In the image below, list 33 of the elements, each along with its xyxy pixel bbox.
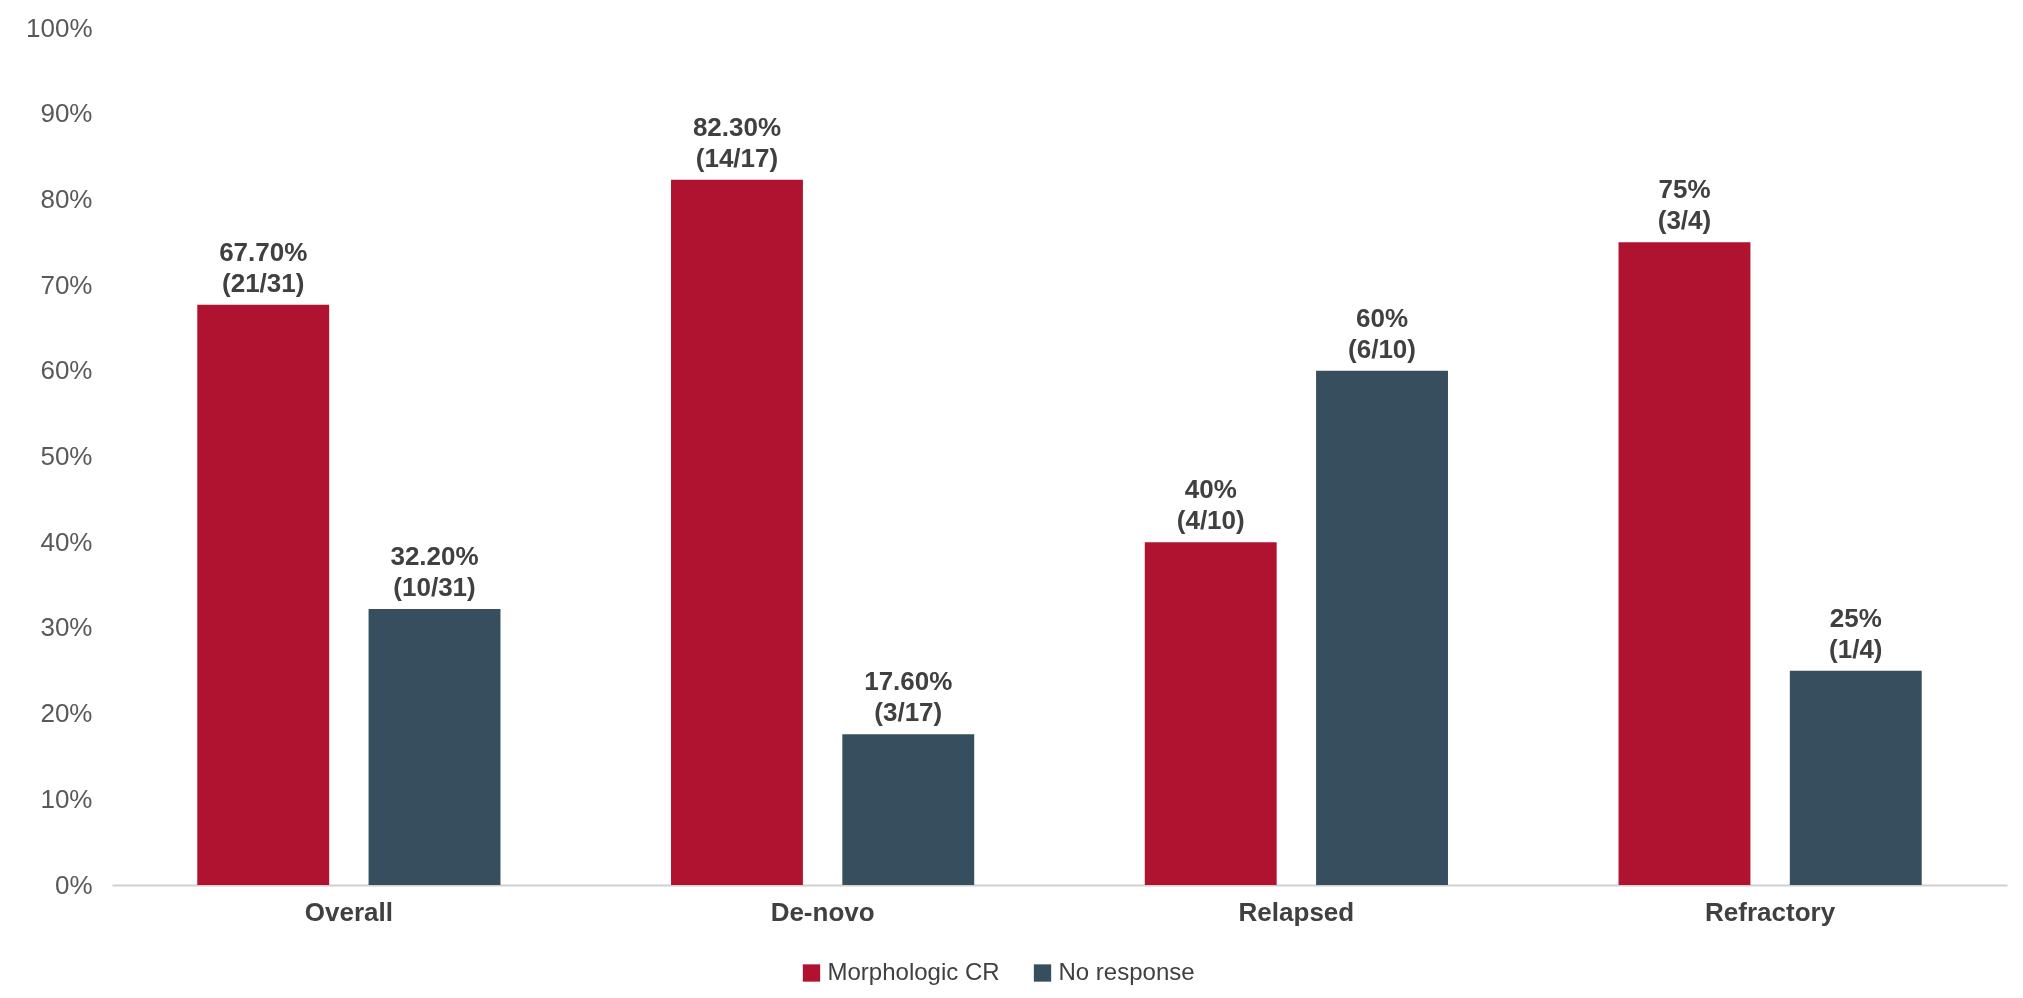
- legend-label: No response: [1058, 958, 1195, 985]
- x-tick-label: De-novo: [770, 896, 875, 927]
- bar: [368, 609, 501, 885]
- bar: [671, 179, 803, 885]
- y-tick-label: 70%: [40, 269, 93, 300]
- y-tick-label: 20%: [40, 698, 93, 729]
- bar: [842, 734, 975, 885]
- bar: [1316, 370, 1448, 885]
- x-tick-label: Refractory: [1705, 896, 1836, 927]
- y-tick-label: 80%: [40, 183, 93, 214]
- text: 60% (6/10): [1348, 302, 1416, 364]
- x-tick-label: Overall: [304, 896, 393, 927]
- bar: [197, 304, 330, 885]
- text: 40% (4/10): [1176, 474, 1245, 536]
- x-tick-label: Relapsed: [1238, 896, 1355, 927]
- text: 82.30% (14/17): [692, 111, 782, 173]
- bar: [1618, 242, 1751, 885]
- legend-label: Morphologic CR: [827, 958, 1000, 985]
- y-tick-label: 90%: [40, 98, 93, 129]
- bar: [1789, 670, 1922, 885]
- y-tick-label: 30%: [40, 612, 93, 643]
- y-tick-label: 50%: [40, 441, 93, 471]
- text: 67.70% (21/31): [219, 236, 308, 298]
- y-tick-label: 100%: [26, 12, 93, 43]
- y-tick-label: 10%: [40, 783, 93, 814]
- y-tick-label: 60%: [40, 355, 93, 386]
- y-tick-label: 0%: [54, 869, 93, 900]
- text: 32.20% (10/31): [390, 541, 479, 603]
- text: 17.60% (3/17): [864, 666, 953, 728]
- bar: [1144, 542, 1277, 885]
- y-tick-label: 40%: [40, 526, 93, 557]
- text: 75% (3/4): [1657, 174, 1712, 236]
- text: 25% (1/4): [1829, 602, 1883, 664]
